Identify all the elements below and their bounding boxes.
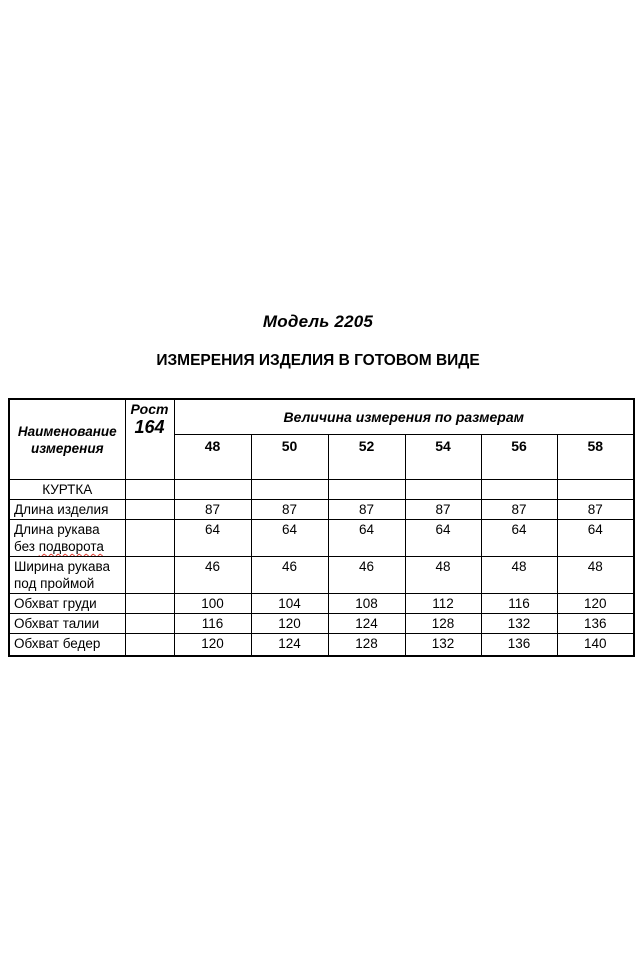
value-cell: 48	[480, 556, 558, 594]
value-cell: 48	[556, 556, 635, 594]
value-cell: 87	[404, 499, 482, 520]
size-header-52: 52	[327, 434, 406, 480]
header-row-group: Наименование измерения Рост 164 Величина…	[8, 398, 635, 480]
row-label: Обхват бедер	[8, 633, 126, 657]
misspelled-word: подворота	[38, 539, 104, 554]
header-row-sizes: 48 50 52 54 56 58	[9, 434, 635, 480]
document-subtitle: ИЗМЕРЕНИЯ ИЗДЕЛИЯ В ГОТОВОМ ВИДЕ	[156, 352, 480, 369]
document-title: Модель 2205	[262, 312, 374, 331]
table-row: Длина рукава без подворота 64 64 64 64 6…	[8, 519, 635, 557]
header-height-cell: Рост 164	[124, 398, 175, 480]
value-cell: 120	[173, 633, 252, 657]
value-cell: 116	[173, 613, 252, 634]
value-cell: 46	[250, 556, 329, 594]
value-cell: 132	[480, 613, 558, 634]
value-cell: 48	[404, 556, 482, 594]
size-header-58: 58	[556, 434, 635, 480]
value-cell: 116	[480, 593, 558, 614]
empty-cell	[556, 479, 635, 500]
value-cell: 108	[327, 593, 406, 614]
value-cell: 140	[556, 633, 635, 657]
empty-cell	[124, 499, 175, 520]
value-cell: 120	[250, 613, 329, 634]
value-cell: 87	[556, 499, 635, 520]
value-cell: 64	[404, 519, 482, 557]
section-label: КУРТКА	[8, 479, 126, 500]
section-row: КУРТКА	[8, 479, 635, 500]
height-value: 164	[134, 417, 165, 437]
row-label: Обхват груди	[8, 593, 126, 614]
value-cell: 100	[173, 593, 252, 614]
table-row: Обхват талии 116 120 124 128 132 136	[8, 613, 635, 634]
value-cell: 64	[173, 519, 252, 557]
size-header-56: 56	[480, 434, 558, 480]
row-label: Ширина рукава под проймой	[8, 556, 126, 594]
measurements-table: Наименование измерения Рост 164 Величина…	[8, 398, 635, 657]
value-cell: 87	[327, 499, 406, 520]
value-cell: 46	[327, 556, 406, 594]
value-cell: 64	[556, 519, 635, 557]
value-cell: 132	[404, 633, 482, 657]
empty-cell	[250, 479, 329, 500]
value-cell: 87	[173, 499, 252, 520]
value-cell: 124	[327, 613, 406, 634]
table-row: Обхват бедер 120 124 128 132 136 140	[8, 633, 635, 657]
empty-cell	[124, 519, 175, 557]
size-header-48: 48	[173, 434, 252, 480]
value-cell: 64	[250, 519, 329, 557]
value-cell: 124	[250, 633, 329, 657]
empty-cell	[124, 479, 175, 500]
empty-cell	[480, 479, 558, 500]
value-cell: 112	[404, 593, 482, 614]
row-label-text: Длина рукава без	[14, 522, 100, 554]
row-label: Обхват талии	[8, 613, 126, 634]
row-label: Длина изделия	[8, 499, 126, 520]
header-name-cell: Наименование измерения	[8, 398, 126, 480]
row-label: Длина рукава без подворота	[8, 519, 126, 557]
table-row: Ширина рукава под проймой 46 46 46 48 48…	[8, 556, 635, 594]
value-cell: 136	[556, 613, 635, 634]
value-cell: 136	[480, 633, 558, 657]
table-row: Обхват груди 100 104 108 112 116 120	[8, 593, 635, 614]
header-sizes-group-cell: Величина измерения по размерам	[173, 398, 635, 435]
empty-cell	[404, 479, 482, 500]
empty-cell	[124, 593, 175, 614]
empty-cell	[124, 633, 175, 657]
value-cell: 87	[480, 499, 558, 520]
size-header-54: 54	[404, 434, 482, 480]
value-cell: 128	[404, 613, 482, 634]
height-label: Рост	[130, 401, 169, 417]
value-cell: 128	[327, 633, 406, 657]
empty-cell	[327, 479, 406, 500]
size-header-50: 50	[250, 434, 329, 480]
value-cell: 46	[173, 556, 252, 594]
table-row: Длина изделия 87 87 87 87 87 87	[8, 499, 635, 520]
value-cell: 64	[327, 519, 406, 557]
empty-cell	[124, 613, 175, 634]
value-cell: 120	[556, 593, 635, 614]
value-cell: 104	[250, 593, 329, 614]
value-cell: 87	[250, 499, 329, 520]
value-cell: 64	[480, 519, 558, 557]
empty-cell	[124, 556, 175, 594]
empty-cell	[173, 479, 252, 500]
